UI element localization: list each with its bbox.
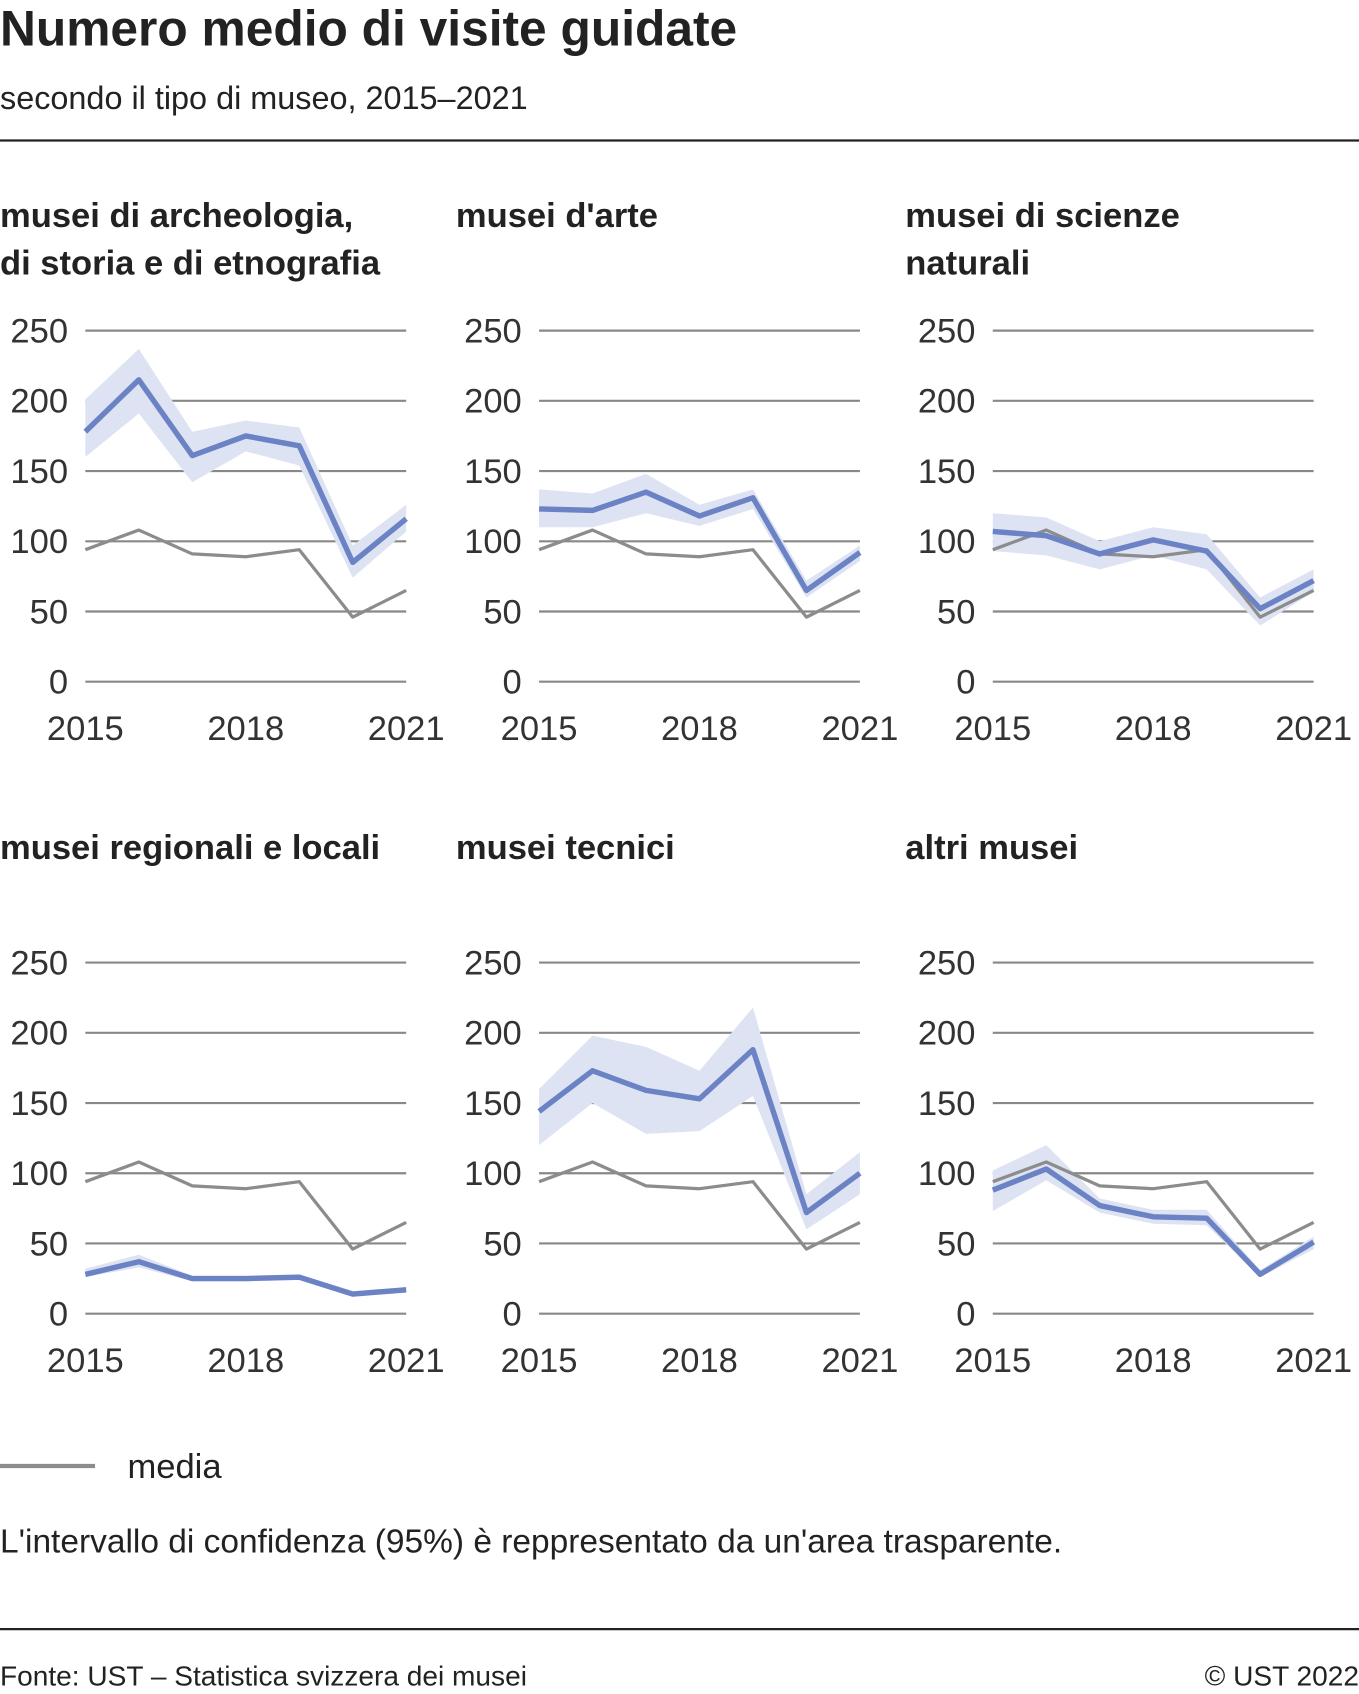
y-tick-label: 0	[49, 1296, 68, 1334]
y-tick-label: 150	[918, 1085, 976, 1123]
y-tick-label: 0	[503, 664, 522, 702]
confidence-band	[85, 348, 407, 578]
x-tick-label: 2015	[501, 1342, 578, 1380]
y-tick-label: 200	[464, 1015, 522, 1053]
line	[83, 377, 408, 566]
legend-label: media	[127, 1448, 222, 1486]
x-tick-label: 2018	[1115, 1342, 1192, 1380]
y-tick-label: 250	[10, 944, 68, 982]
y-tick-label: 200	[10, 383, 68, 421]
note: L'intervallo di confidenza (95%) è reppr…	[0, 1523, 1062, 1560]
y-tick-label: 200	[918, 1015, 976, 1053]
copyright: © UST 2022	[1205, 1660, 1359, 1691]
panel-title: musei di archeologia,	[0, 197, 353, 235]
y-tick-label: 100	[10, 1155, 68, 1193]
x-tick-label: 2015	[954, 710, 1031, 748]
confidence-band	[539, 1007, 860, 1230]
y-tick-label: 100	[464, 523, 522, 561]
source: Fonte: UST – Statistica svizzera dei mus…	[0, 1660, 527, 1691]
y-tick-label: 50	[30, 1225, 68, 1263]
y-tick-label: 200	[464, 383, 522, 421]
line	[84, 528, 407, 619]
line	[992, 528, 1315, 612]
panel-title: musei tecnici	[456, 829, 675, 867]
confidence-band	[539, 473, 860, 598]
line	[538, 528, 861, 619]
y-tick-label: 150	[918, 453, 976, 491]
line	[538, 489, 862, 594]
x-tick-label: 2021	[821, 1342, 898, 1380]
y-tick-label: 150	[464, 1085, 522, 1123]
y-tick-label: 0	[503, 1296, 522, 1334]
chart-title: Numero medio di visite guidate	[0, 0, 737, 56]
y-tick-label: 0	[49, 664, 68, 702]
x-tick-label: 2015	[501, 710, 578, 748]
panel-title: musei regionali e locali	[0, 829, 380, 867]
x-tick-label: 2021	[821, 710, 898, 748]
x-tick-label: 2021	[1275, 710, 1352, 748]
panel-title: di storia e di etnografia	[0, 244, 381, 282]
x-tick-label: 2018	[207, 710, 284, 748]
panel-title: altri musei	[905, 829, 1078, 867]
chart-subtitle: secondo il tipo di museo, 2015–2021	[0, 80, 528, 116]
y-tick-label: 50	[937, 593, 975, 631]
y-tick-label: 200	[10, 1015, 68, 1053]
y-tick-label: 0	[956, 1296, 975, 1334]
line	[538, 1160, 861, 1251]
y-tick-label: 50	[30, 593, 68, 631]
x-tick-label: 2021	[1275, 1342, 1352, 1380]
y-tick-label: 150	[464, 453, 522, 491]
y-tick-label: 250	[464, 944, 522, 982]
y-tick-label: 250	[918, 944, 976, 982]
x-tick-label: 2021	[368, 710, 445, 748]
x-tick-label: 2015	[954, 1342, 1031, 1380]
line	[992, 1160, 1315, 1251]
y-tick-label: 50	[483, 593, 521, 631]
y-tick-label: 150	[10, 1085, 68, 1123]
line	[84, 1259, 407, 1297]
x-tick-label: 2015	[47, 1342, 124, 1380]
line	[84, 1160, 407, 1251]
x-tick-label: 2018	[207, 1342, 284, 1380]
y-tick-label: 150	[10, 453, 68, 491]
line	[537, 1046, 862, 1216]
y-tick-label: 50	[483, 1225, 521, 1263]
y-tick-label: 250	[464, 313, 522, 351]
x-tick-label: 2018	[1115, 710, 1192, 748]
line	[991, 1166, 1316, 1278]
panel-title: musei d'arte	[456, 197, 658, 235]
y-tick-label: 50	[937, 1225, 975, 1263]
y-tick-label: 100	[918, 523, 976, 561]
y-tick-label: 250	[918, 313, 976, 351]
panel-title: musei di scienze	[905, 197, 1180, 235]
x-tick-label: 2018	[661, 710, 738, 748]
y-tick-label: 100	[918, 1155, 976, 1193]
y-tick-label: 100	[464, 1155, 522, 1193]
line	[992, 528, 1315, 619]
x-tick-label: 2021	[368, 1342, 445, 1380]
y-tick-label: 250	[10, 313, 68, 351]
panel-title: naturali	[905, 244, 1030, 282]
y-tick-label: 100	[10, 523, 68, 561]
x-tick-label: 2015	[47, 710, 124, 748]
y-tick-label: 0	[956, 664, 975, 702]
x-tick-label: 2018	[661, 1342, 738, 1380]
y-tick-label: 200	[918, 383, 976, 421]
